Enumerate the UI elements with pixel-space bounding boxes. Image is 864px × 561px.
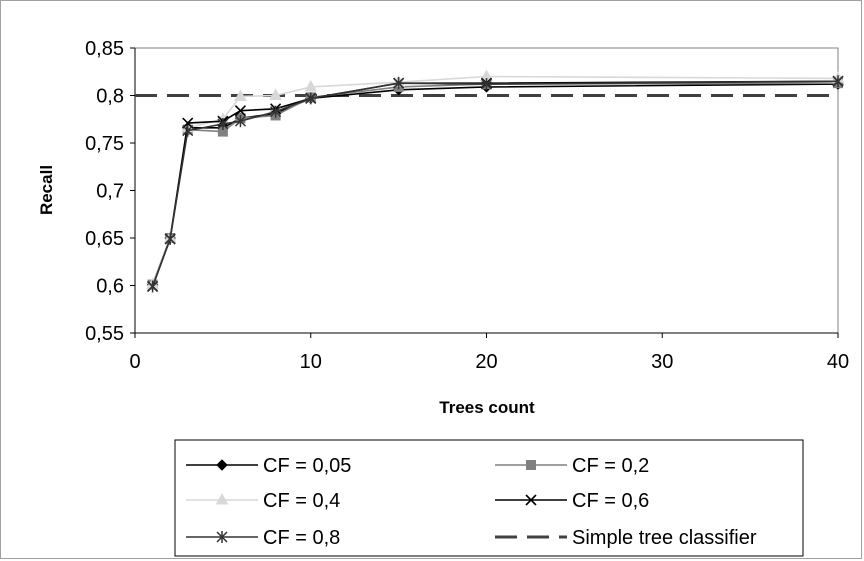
y-axis-title: Recall	[37, 165, 56, 215]
data-point-star	[147, 280, 159, 293]
legend-item: Simple tree classifier	[495, 527, 757, 549]
legend-label: CF = 0,2	[572, 455, 649, 477]
data-point-x	[525, 494, 537, 506]
data-point-star	[182, 124, 194, 137]
data-point-triangle	[234, 89, 247, 101]
y-tick-label: 0,6	[96, 276, 124, 298]
legend-item: CF = 0,2	[495, 455, 649, 477]
data-point-star	[305, 92, 317, 105]
x-tick-label: 30	[651, 351, 673, 373]
legend-box	[174, 439, 804, 557]
data-point-triangle	[269, 88, 282, 100]
y-tick-label: 0,55	[85, 323, 124, 345]
data-point-x-stroke	[234, 105, 247, 117]
data-point-star	[164, 232, 176, 245]
data-point-square	[526, 460, 536, 470]
legend-item: CF = 0,8	[186, 527, 340, 549]
legend: CF = 0,05 CF = 0,2 CF = 0,4 CF = 0,6 CF = 0,…	[174, 439, 804, 557]
data-point-x-stroke	[525, 494, 537, 506]
series-layer	[135, 69, 845, 293]
data-point-star	[270, 105, 282, 118]
data-point-star	[234, 115, 246, 128]
series-line	[151, 80, 839, 287]
data-point-diamond	[216, 459, 228, 471]
series-cf-0-8	[147, 75, 844, 293]
data-point-star	[217, 118, 229, 130]
data-point-star	[393, 77, 405, 90]
x-tick-label: 20	[475, 351, 497, 373]
legend-label: CF = 0,6	[572, 490, 649, 512]
legend-label: Simple tree classifier	[572, 527, 757, 549]
y-tick-label: 0,85	[85, 38, 124, 60]
x-tick-label: 10	[300, 351, 322, 373]
data-point-star	[832, 75, 844, 88]
legend-item: CF = 0,6	[495, 490, 649, 512]
data-point-star	[480, 78, 493, 91]
data-point-star	[216, 531, 228, 543]
legend-item: CF = 0,4	[186, 490, 340, 512]
legend-label: CF = 0,8	[263, 527, 340, 549]
y-tick-label: 0,7	[96, 181, 124, 203]
x-tick-label: 40	[827, 351, 849, 373]
data-point-x	[234, 105, 247, 117]
legend-item: CF = 0,05	[186, 455, 351, 477]
y-tick-label: 0,65	[85, 228, 124, 250]
data-point-triangle	[304, 79, 318, 92]
y-tick-label: 0,8	[96, 86, 124, 108]
x-axis-title: Trees count	[439, 398, 535, 417]
legend-label: CF = 0,05	[263, 455, 351, 477]
data-point-triangle	[215, 492, 229, 505]
legend-label: CF = 0,4	[263, 490, 340, 512]
axes: 0,55 0,6 0,65 0,7 0,75 0,8 0,85 0 10 20 30 40	[85, 38, 849, 373]
y-tick-label: 0,75	[85, 133, 124, 155]
x-tick-label: 0	[129, 351, 140, 373]
